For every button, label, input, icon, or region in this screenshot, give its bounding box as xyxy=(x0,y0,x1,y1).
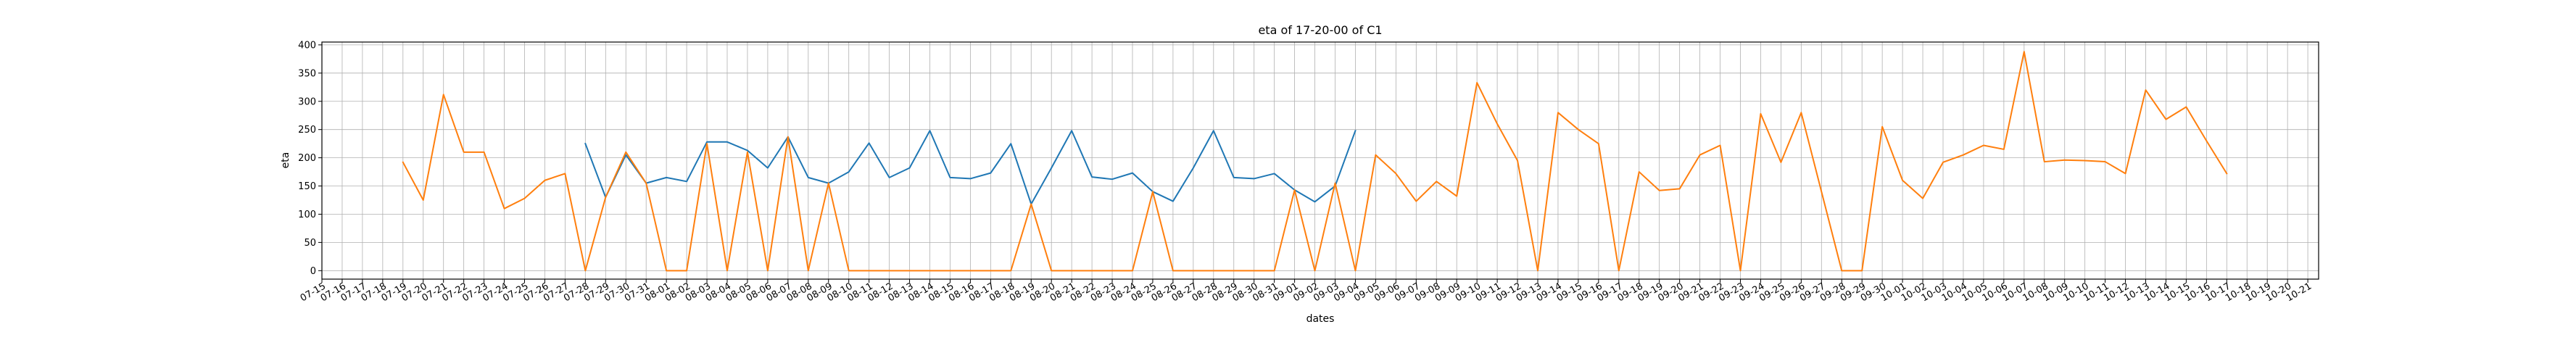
y-tick-label: 400 xyxy=(298,40,316,51)
y-tick-label: 300 xyxy=(298,96,316,107)
y-tick-label: 200 xyxy=(298,153,316,164)
y-tick-label: 150 xyxy=(298,181,316,192)
y-axis-label: eta xyxy=(280,152,291,169)
y-tick-label: 0 xyxy=(310,266,316,277)
series-line-2 xyxy=(402,51,2228,272)
y-tick-label: 350 xyxy=(298,68,316,79)
series-line-1 xyxy=(584,129,1357,205)
series-lines xyxy=(402,51,2228,272)
plot-frame xyxy=(321,41,2319,280)
y-tick-label: 100 xyxy=(298,210,316,220)
x-axis-label: dates xyxy=(1306,313,1335,325)
y-tick-label: 250 xyxy=(298,125,316,136)
chart-title: eta of 17-20-00 of C1 xyxy=(1258,23,1382,37)
y-tick-label: 50 xyxy=(304,238,316,249)
y-axis: 0 50 100 150 200 250 300 350 400 xyxy=(298,40,322,277)
